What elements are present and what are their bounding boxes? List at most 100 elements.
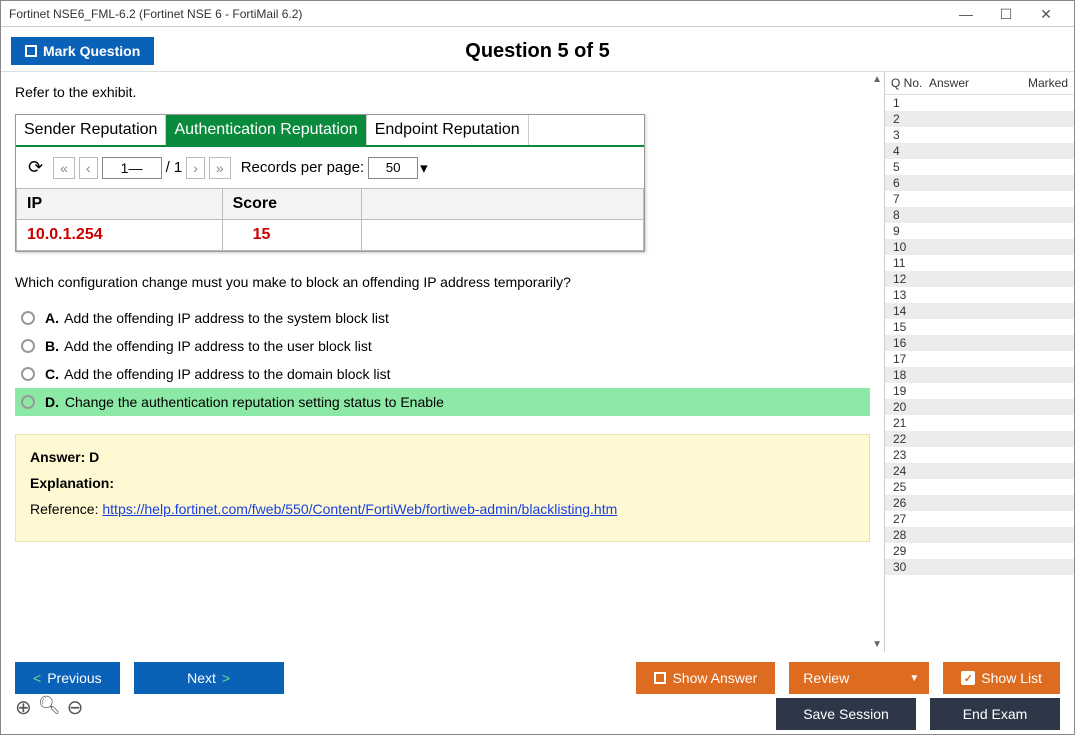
table-row: 10.0.1.25415 xyxy=(17,220,644,251)
list-item[interactable]: 2 xyxy=(885,111,1074,127)
exhibit-panel: Sender ReputationAuthentication Reputati… xyxy=(15,114,645,252)
list-item[interactable]: 3 xyxy=(885,127,1074,143)
intro-text: Refer to the exhibit. xyxy=(15,84,870,100)
checkbox-icon xyxy=(654,672,666,684)
cell-ip: 10.0.1.254 xyxy=(17,220,223,251)
hdr-qno: Q No. xyxy=(891,76,929,90)
list-item[interactable]: 30 xyxy=(885,559,1074,575)
col-ip: IP xyxy=(17,189,223,220)
question-header: Question 5 of 5 xyxy=(465,40,609,63)
reference-label: Reference: xyxy=(30,501,98,517)
list-item[interactable]: 22 xyxy=(885,431,1074,447)
list-item[interactable]: 15 xyxy=(885,319,1074,335)
next-button[interactable]: Next> xyxy=(134,662,284,694)
list-item[interactable]: 18 xyxy=(885,367,1074,383)
list-item[interactable]: 17 xyxy=(885,351,1074,367)
col-score: Score xyxy=(222,189,361,220)
answer-label: Answer: xyxy=(30,449,85,465)
tab-endpoint-reputation[interactable]: Endpoint Reputation xyxy=(367,115,529,145)
prev-page-icon[interactable]: ‹ xyxy=(79,157,98,179)
hdr-marked: Marked xyxy=(989,76,1068,90)
list-item[interactable]: 24 xyxy=(885,463,1074,479)
dropdown-icon[interactable]: ▾ xyxy=(420,159,428,177)
mark-question-button[interactable]: Mark Question xyxy=(11,37,154,65)
check-icon: ✓ xyxy=(961,671,975,685)
list-item[interactable]: 29 xyxy=(885,543,1074,559)
list-item[interactable]: 10 xyxy=(885,239,1074,255)
list-item[interactable]: 14 xyxy=(885,303,1074,319)
list-item[interactable]: 9 xyxy=(885,223,1074,239)
window-title: Fortinet NSE6_FML-6.2 (Fortinet NSE 6 - … xyxy=(9,7,302,21)
option-b[interactable]: B. Add the offending IP address to the u… xyxy=(15,332,870,360)
list-item[interactable]: 11 xyxy=(885,255,1074,271)
zoom-out-icon[interactable]: ⊖ xyxy=(67,695,84,720)
list-item[interactable]: 20 xyxy=(885,399,1074,415)
answer-value: D xyxy=(89,449,99,465)
save-session-button[interactable]: Save Session xyxy=(776,698,916,730)
list-item[interactable]: 19 xyxy=(885,383,1074,399)
show-answer-button[interactable]: Show Answer xyxy=(636,662,775,694)
maximize-icon[interactable]: ☐ xyxy=(986,7,1026,21)
bottom-bar: <Previous Next> Show Answer Review▼ ✓Sho… xyxy=(1,652,1074,698)
list-item[interactable]: 12 xyxy=(885,271,1074,287)
list-item[interactable]: 27 xyxy=(885,511,1074,527)
list-item[interactable]: 26 xyxy=(885,495,1074,511)
checkbox-icon xyxy=(25,45,37,57)
caret-down-icon: ▼ xyxy=(909,673,919,684)
pager: ⟳ « ‹ / 1 › » Records per page: ▾ xyxy=(16,147,644,188)
explanation-label: Explanation: xyxy=(30,475,114,491)
page-input[interactable] xyxy=(102,157,162,179)
list-item[interactable]: 25 xyxy=(885,479,1074,495)
zoom-controls: ⊕ 🔍︎ ⊖ xyxy=(1,693,97,728)
list-item[interactable]: 16 xyxy=(885,335,1074,351)
scroll-up-icon[interactable]: ▲ xyxy=(872,74,882,85)
option-d[interactable]: D. Change the authentication reputation … xyxy=(15,388,870,416)
list-item[interactable]: 7 xyxy=(885,191,1074,207)
list-item[interactable]: 21 xyxy=(885,415,1074,431)
scroll-down-icon[interactable]: ▼ xyxy=(872,639,882,650)
records-select[interactable] xyxy=(368,157,418,179)
zoom-icon[interactable]: 🔍︎ xyxy=(38,695,61,720)
question-text: Which configuration change must you make… xyxy=(15,274,870,290)
mark-label: Mark Question xyxy=(43,43,140,59)
first-page-icon[interactable]: « xyxy=(53,157,75,179)
radio-icon xyxy=(21,367,35,381)
close-icon[interactable]: ✕ xyxy=(1026,7,1066,21)
list-header: Q No. Answer Marked xyxy=(885,72,1074,95)
chevron-right-icon: > xyxy=(222,670,230,686)
list-item[interactable]: 8 xyxy=(885,207,1074,223)
list-item[interactable]: 23 xyxy=(885,447,1074,463)
end-exam-button[interactable]: End Exam xyxy=(930,698,1060,730)
next-page-icon[interactable]: › xyxy=(186,157,205,179)
list-item[interactable]: 6 xyxy=(885,175,1074,191)
option-c[interactable]: C. Add the offending IP address to the d… xyxy=(15,360,870,388)
radio-icon xyxy=(21,311,35,325)
cell-score: 15 xyxy=(222,220,361,251)
list-item[interactable]: 4 xyxy=(885,143,1074,159)
show-list-button[interactable]: ✓Show List xyxy=(943,662,1060,694)
option-a[interactable]: A. Add the offending IP address to the s… xyxy=(15,304,870,332)
review-button[interactable]: Review▼ xyxy=(789,662,929,694)
app-window: Fortinet NSE6_FML-6.2 (Fortinet NSE 6 - … xyxy=(0,0,1075,735)
tab-authentication-reputation[interactable]: Authentication Reputation xyxy=(166,115,366,145)
list-item[interactable]: 28 xyxy=(885,527,1074,543)
bottom-bar-2: Save Session End Exam xyxy=(1,698,1074,734)
minimize-icon[interactable]: — xyxy=(946,7,986,21)
last-page-icon[interactable]: » xyxy=(209,157,231,179)
list-item[interactable]: 1 xyxy=(885,95,1074,111)
previous-button[interactable]: <Previous xyxy=(15,662,120,694)
answer-box: Answer: D Explanation: Reference: https:… xyxy=(15,434,870,542)
radio-icon xyxy=(21,395,35,409)
question-list-panel: Q No. Answer Marked 12345678910111213141… xyxy=(884,72,1074,652)
main-content: ▲ Refer to the exhibit. Sender Reputatio… xyxy=(1,72,884,652)
zoom-in-icon[interactable]: ⊕ xyxy=(15,695,32,720)
records-label: Records per page: xyxy=(241,159,364,176)
titlebar: Fortinet NSE6_FML-6.2 (Fortinet NSE 6 - … xyxy=(1,1,1074,27)
reference-link[interactable]: https://help.fortinet.com/fweb/550/Conte… xyxy=(102,501,617,517)
refresh-icon[interactable]: ⟳ xyxy=(22,155,49,180)
tab-sender-reputation[interactable]: Sender Reputation xyxy=(16,115,166,145)
list-item[interactable]: 5 xyxy=(885,159,1074,175)
list-item[interactable]: 13 xyxy=(885,287,1074,303)
ip-table: IPScore 10.0.1.25415 xyxy=(16,188,644,251)
hdr-answer: Answer xyxy=(929,76,989,90)
